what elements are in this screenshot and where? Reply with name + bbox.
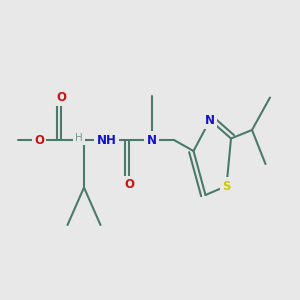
Text: N: N	[146, 134, 157, 146]
Text: O: O	[56, 91, 67, 104]
Text: O: O	[34, 134, 44, 146]
Text: O: O	[124, 178, 134, 191]
Text: NH: NH	[97, 134, 116, 146]
Text: N: N	[205, 113, 215, 127]
Text: H: H	[75, 133, 83, 143]
Text: S: S	[222, 179, 231, 193]
